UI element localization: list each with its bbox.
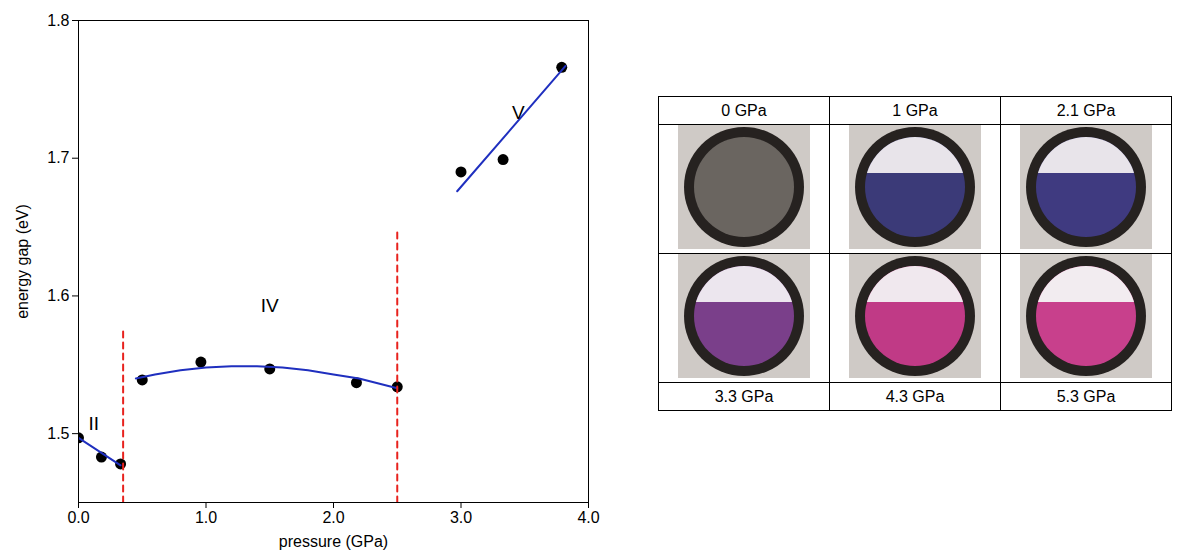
svg-text:0.0: 0.0 [67,509,89,526]
svg-text:pressure (GPa): pressure (GPa) [279,533,388,550]
svg-text:1.8: 1.8 [47,12,69,29]
html-text:0 GPa: 0 GPa [721,101,767,119]
html-text:4.3 GPa: 4.3 GPa [885,387,945,405]
svg-text:V: V [512,102,525,123]
svg-text:energy gap (eV): energy gap (eV) [14,204,31,319]
svg-text:IV: IV [261,295,279,316]
html-text:3.3 GPa: 3.3 GPa [714,387,774,405]
svg-text:4.0: 4.0 [577,509,599,526]
html-text:1 GPa: 1 GPa [892,101,938,119]
svg-text:1.0: 1.0 [195,509,217,526]
svg-text:1.5: 1.5 [47,425,69,442]
svg-text:3.0: 3.0 [450,509,472,526]
svg-text:1.7: 1.7 [47,149,69,166]
svg-text:II: II [89,413,100,434]
svg-text:1.6: 1.6 [47,287,69,304]
html-text:2.1 GPa: 2.1 GPa [1056,101,1116,119]
svg-text:2.0: 2.0 [322,509,344,526]
html-text:5.3 GPa: 5.3 GPa [1056,387,1116,405]
